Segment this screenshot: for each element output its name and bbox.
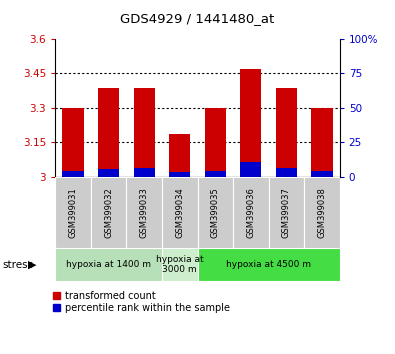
Bar bbox=[55, 248, 162, 281]
Bar bbox=[55, 177, 91, 248]
Bar bbox=[304, 177, 340, 248]
Bar bbox=[134, 88, 155, 177]
Bar bbox=[162, 248, 198, 281]
Text: GSM399034: GSM399034 bbox=[175, 187, 184, 238]
Text: hypoxia at 1400 m: hypoxia at 1400 m bbox=[66, 260, 151, 269]
Bar bbox=[98, 88, 119, 177]
Bar bbox=[98, 169, 119, 177]
Bar bbox=[311, 171, 333, 177]
Bar bbox=[62, 108, 84, 177]
Text: GSM399031: GSM399031 bbox=[69, 187, 77, 238]
Bar bbox=[276, 88, 297, 177]
Bar bbox=[169, 172, 190, 177]
Bar bbox=[276, 168, 297, 177]
Bar bbox=[62, 171, 84, 177]
Text: GSM399038: GSM399038 bbox=[318, 187, 326, 238]
Text: stress: stress bbox=[2, 259, 33, 270]
Text: GSM399036: GSM399036 bbox=[246, 187, 255, 238]
Bar bbox=[162, 177, 198, 248]
Bar bbox=[240, 162, 261, 177]
Text: GSM399033: GSM399033 bbox=[140, 187, 149, 238]
Bar bbox=[134, 169, 155, 177]
Text: GSM399032: GSM399032 bbox=[104, 187, 113, 238]
Bar bbox=[169, 135, 190, 177]
Bar bbox=[240, 69, 261, 177]
Legend: transformed count, percentile rank within the sample: transformed count, percentile rank withi… bbox=[52, 290, 231, 314]
Text: GSM399035: GSM399035 bbox=[211, 187, 220, 238]
Bar bbox=[198, 177, 233, 248]
Text: GSM399037: GSM399037 bbox=[282, 187, 291, 238]
Bar bbox=[198, 248, 340, 281]
Bar bbox=[205, 108, 226, 177]
Bar bbox=[126, 177, 162, 248]
Text: ▶: ▶ bbox=[28, 259, 37, 270]
Bar bbox=[205, 171, 226, 177]
Bar bbox=[91, 177, 126, 248]
Text: hypoxia at
3000 m: hypoxia at 3000 m bbox=[156, 255, 203, 274]
Bar bbox=[233, 177, 269, 248]
Text: GDS4929 / 1441480_at: GDS4929 / 1441480_at bbox=[120, 12, 275, 25]
Bar bbox=[311, 108, 333, 177]
Bar bbox=[269, 177, 304, 248]
Text: hypoxia at 4500 m: hypoxia at 4500 m bbox=[226, 260, 311, 269]
